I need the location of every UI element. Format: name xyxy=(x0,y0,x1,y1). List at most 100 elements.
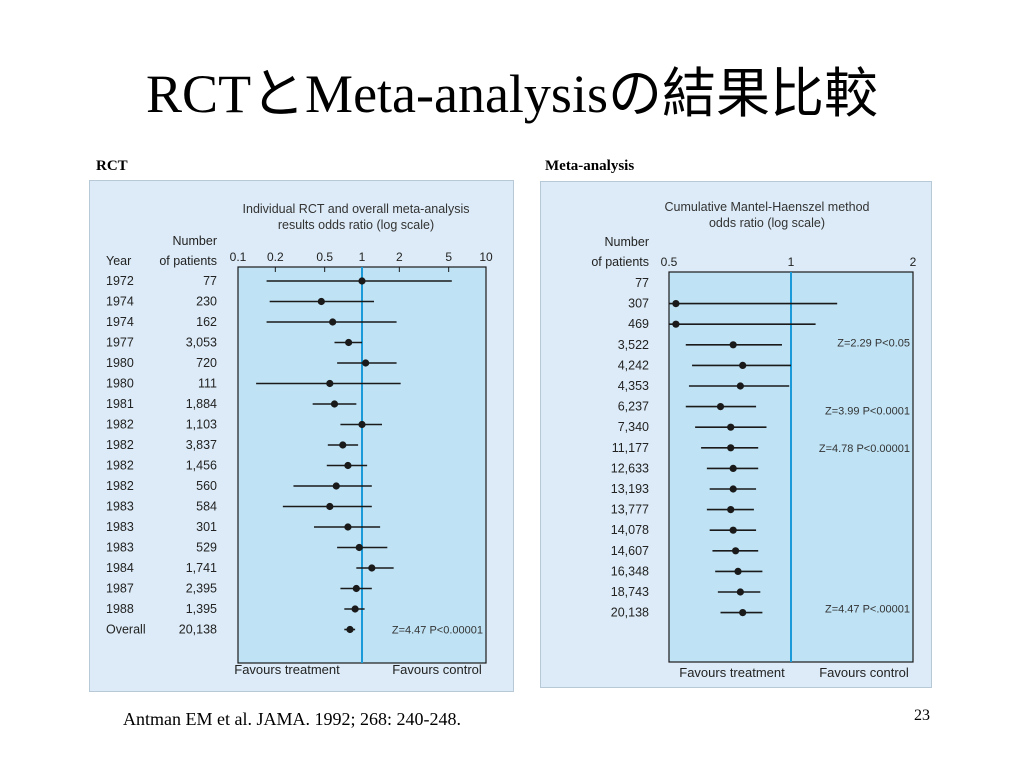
x-tick-label: 1 xyxy=(359,250,366,264)
row-patients: 162 xyxy=(196,315,217,329)
or-point xyxy=(344,523,352,531)
row-year: 1983 xyxy=(106,520,134,534)
or-point xyxy=(352,584,360,593)
or-point xyxy=(727,444,735,452)
row-patients: 12,633 xyxy=(611,461,649,475)
x-tick-label: 1 xyxy=(788,255,795,269)
row-patients: 6,237 xyxy=(618,400,649,414)
chart-title-line: Individual RCT and overall meta-analysis xyxy=(243,202,470,216)
or-point xyxy=(329,318,337,326)
row-year: 1981 xyxy=(106,397,134,411)
or-point xyxy=(362,359,370,367)
favours-treatment-label: Favours treatment xyxy=(679,665,785,680)
row-patients: 14,607 xyxy=(611,544,649,558)
row-patients: 720 xyxy=(196,356,217,370)
chart-title-line: Cumulative Mantel-Haenszel method xyxy=(665,200,870,214)
or-point xyxy=(358,277,366,285)
row-patients: 18,743 xyxy=(611,585,649,599)
row-year: 1980 xyxy=(106,356,134,370)
or-point xyxy=(351,605,359,613)
or-point xyxy=(736,382,744,390)
row-year: Overall xyxy=(106,623,146,637)
or-point xyxy=(729,341,737,349)
row-year: 1982 xyxy=(106,479,134,493)
row-patients: 16,348 xyxy=(611,564,649,578)
or-point xyxy=(345,338,353,347)
x-tick-label: 0.2 xyxy=(267,250,284,264)
or-point xyxy=(736,588,744,596)
row-patients: 20,138 xyxy=(179,623,217,637)
or-point xyxy=(330,400,339,408)
row-year: 1974 xyxy=(106,295,134,309)
or-point xyxy=(734,567,742,575)
row-year: 1983 xyxy=(106,500,134,514)
or-point xyxy=(729,485,737,493)
or-point xyxy=(326,379,334,388)
chart-title-line: results odds ratio (log scale) xyxy=(278,218,434,232)
z-statistic-annotation: Z=2.29 P<0.05 xyxy=(837,338,910,350)
rct-forest-plot: Individual RCT and overall meta-analysis… xyxy=(106,202,493,677)
z-statistic-annotation: Z=4.78 P<0.00001 xyxy=(819,443,910,455)
row-patients: 111 xyxy=(198,377,217,391)
row-patients: 1,741 xyxy=(186,561,217,575)
citation: Antman EM et al. JAMA. 1992; 268: 240-24… xyxy=(123,709,461,729)
or-point xyxy=(729,464,737,472)
row-patients: 13,777 xyxy=(611,503,649,517)
row-patients: 3,837 xyxy=(186,438,217,452)
row-patients: 4,242 xyxy=(618,358,649,372)
row-year: 1972 xyxy=(106,274,134,288)
row-patients: 584 xyxy=(196,500,217,514)
or-point xyxy=(332,482,340,490)
or-point xyxy=(672,300,680,308)
or-point xyxy=(358,420,366,429)
row-year: 1983 xyxy=(106,541,134,555)
meta-analysis-forest-plot: Cumulative Mantel-Haenszel method odds ra… xyxy=(591,200,917,680)
favours-control-label: Favours control xyxy=(392,662,482,677)
favours-control-label: Favours control xyxy=(819,665,909,680)
x-tick-label: 0.1 xyxy=(230,250,247,264)
slide-number: 23 xyxy=(914,707,930,724)
rct-panel-label: RCT xyxy=(96,158,128,174)
row-patients: 560 xyxy=(196,479,217,493)
row-patients: 14,078 xyxy=(611,523,649,537)
patients-column-header: Number xyxy=(173,234,217,248)
or-point xyxy=(317,297,325,306)
x-tick-label: 0.5 xyxy=(316,250,333,264)
x-tick-label: 10 xyxy=(479,250,493,264)
row-year: 1974 xyxy=(106,315,134,329)
or-point xyxy=(729,526,737,534)
x-tick-label: 5 xyxy=(445,250,452,264)
year-column-header: Year xyxy=(106,254,131,268)
row-year: 1980 xyxy=(106,377,134,391)
x-tick-label: 2 xyxy=(910,255,917,269)
row-year: 1984 xyxy=(106,561,134,575)
favours-treatment-label: Favours treatment xyxy=(234,662,340,677)
row-patients: 4,353 xyxy=(618,379,649,393)
chart-title-line: odds ratio (log scale) xyxy=(709,216,825,230)
row-patients: 469 xyxy=(628,317,649,331)
row-patients: 13,193 xyxy=(611,482,649,496)
or-point xyxy=(326,502,334,511)
row-year: 1987 xyxy=(106,582,134,596)
rct-forest-panel: Individual RCT and overall meta-analysis… xyxy=(89,180,514,692)
row-year: 1977 xyxy=(106,336,134,350)
or-point xyxy=(727,506,735,514)
or-point xyxy=(344,461,352,470)
x-tick-label: 0.5 xyxy=(661,255,678,269)
z-statistic-annotation: Z=3.99 P<0.0001 xyxy=(825,406,910,418)
row-patients: 3,522 xyxy=(618,338,649,352)
or-point xyxy=(346,625,354,634)
row-patients: 11,177 xyxy=(612,441,649,455)
z-statistic-annotation: Z=4.47 P<.00001 xyxy=(825,603,910,615)
or-point xyxy=(716,403,725,411)
x-tick-label: 2 xyxy=(396,250,403,264)
patients-column-header: of patients xyxy=(159,254,217,268)
row-patients: 1,395 xyxy=(186,602,217,616)
row-year: 1982 xyxy=(106,459,134,473)
meta-panel-label: Meta-analysis xyxy=(545,158,635,174)
patients-column-header: Number xyxy=(605,235,649,249)
or-point xyxy=(739,361,747,369)
row-patients: 1,103 xyxy=(186,418,217,432)
row-patients: 77 xyxy=(203,274,217,288)
or-point xyxy=(727,423,735,431)
